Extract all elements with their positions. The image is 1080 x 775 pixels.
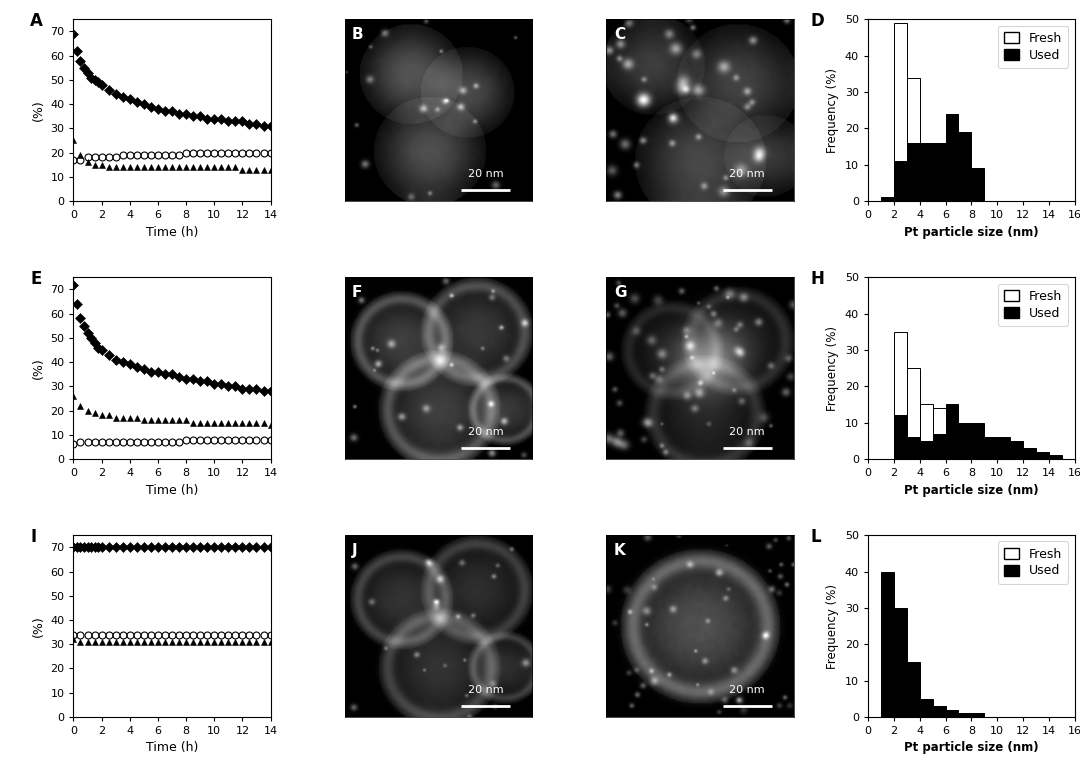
Text: L: L bbox=[810, 528, 821, 546]
Bar bbox=[920, 405, 933, 459]
Text: K: K bbox=[613, 542, 625, 557]
Bar bbox=[933, 706, 945, 717]
Bar bbox=[933, 433, 945, 459]
Bar bbox=[945, 710, 958, 717]
Legend: Fresh, Used: Fresh, Used bbox=[998, 26, 1068, 68]
X-axis label: Pt particle size (nm): Pt particle size (nm) bbox=[904, 484, 1039, 497]
Bar bbox=[1010, 441, 1023, 459]
Bar bbox=[945, 405, 958, 459]
Bar bbox=[933, 143, 945, 201]
Bar bbox=[945, 198, 958, 201]
Bar bbox=[1023, 448, 1036, 459]
Bar bbox=[907, 368, 920, 459]
Bar bbox=[958, 132, 971, 201]
Bar bbox=[920, 441, 933, 459]
Text: H: H bbox=[810, 270, 824, 288]
Bar bbox=[933, 187, 945, 201]
Bar bbox=[945, 441, 958, 459]
Legend: Fresh, Used: Fresh, Used bbox=[998, 542, 1068, 584]
Text: J: J bbox=[352, 542, 357, 557]
Y-axis label: (%): (%) bbox=[31, 357, 44, 379]
Bar bbox=[907, 143, 920, 201]
Bar bbox=[958, 422, 971, 459]
Text: A: A bbox=[30, 12, 43, 30]
Y-axis label: (%): (%) bbox=[31, 615, 44, 637]
Text: C: C bbox=[613, 26, 625, 42]
Text: 20 nm: 20 nm bbox=[729, 685, 765, 695]
Bar bbox=[920, 143, 933, 201]
Bar bbox=[907, 78, 920, 201]
Bar bbox=[894, 23, 907, 201]
Legend: Fresh, Used: Fresh, Used bbox=[998, 284, 1068, 326]
Y-axis label: (%): (%) bbox=[31, 99, 44, 121]
Bar bbox=[920, 713, 933, 717]
Bar bbox=[894, 415, 907, 459]
Text: B: B bbox=[352, 26, 364, 42]
Bar bbox=[894, 161, 907, 201]
Text: F: F bbox=[352, 284, 363, 300]
Bar bbox=[907, 710, 920, 717]
X-axis label: Pt particle size (nm): Pt particle size (nm) bbox=[904, 226, 1039, 239]
Bar bbox=[881, 572, 894, 717]
Bar bbox=[907, 437, 920, 459]
Bar bbox=[907, 663, 920, 717]
Bar bbox=[997, 437, 1010, 459]
Text: 20 nm: 20 nm bbox=[468, 427, 503, 437]
Bar bbox=[971, 168, 984, 201]
X-axis label: Pt particle size (nm): Pt particle size (nm) bbox=[904, 742, 1039, 754]
Bar bbox=[1036, 452, 1049, 459]
Bar bbox=[1049, 456, 1062, 459]
Bar bbox=[958, 713, 971, 717]
Y-axis label: Frequency (%): Frequency (%) bbox=[826, 326, 839, 411]
Bar bbox=[920, 699, 933, 717]
Y-axis label: Frequency (%): Frequency (%) bbox=[826, 67, 839, 153]
Text: D: D bbox=[810, 12, 824, 30]
Bar bbox=[894, 332, 907, 459]
X-axis label: Time (h): Time (h) bbox=[146, 226, 199, 239]
Text: 20 nm: 20 nm bbox=[468, 169, 503, 179]
X-axis label: Time (h): Time (h) bbox=[146, 484, 199, 497]
Bar bbox=[894, 699, 907, 717]
Text: 20 nm: 20 nm bbox=[729, 427, 765, 437]
Bar bbox=[894, 608, 907, 717]
X-axis label: Time (h): Time (h) bbox=[146, 742, 199, 754]
Bar bbox=[984, 437, 997, 459]
Text: I: I bbox=[30, 528, 37, 546]
Y-axis label: Frequency (%): Frequency (%) bbox=[826, 584, 839, 669]
Text: 20 nm: 20 nm bbox=[729, 169, 765, 179]
Bar bbox=[945, 114, 958, 201]
Bar bbox=[881, 198, 894, 201]
Text: E: E bbox=[30, 270, 41, 288]
Text: G: G bbox=[613, 284, 626, 300]
Bar bbox=[971, 713, 984, 717]
Bar bbox=[971, 422, 984, 459]
Bar bbox=[971, 456, 984, 459]
Bar bbox=[933, 408, 945, 459]
Text: 20 nm: 20 nm bbox=[468, 685, 503, 695]
Bar bbox=[920, 157, 933, 201]
Bar bbox=[958, 444, 971, 459]
